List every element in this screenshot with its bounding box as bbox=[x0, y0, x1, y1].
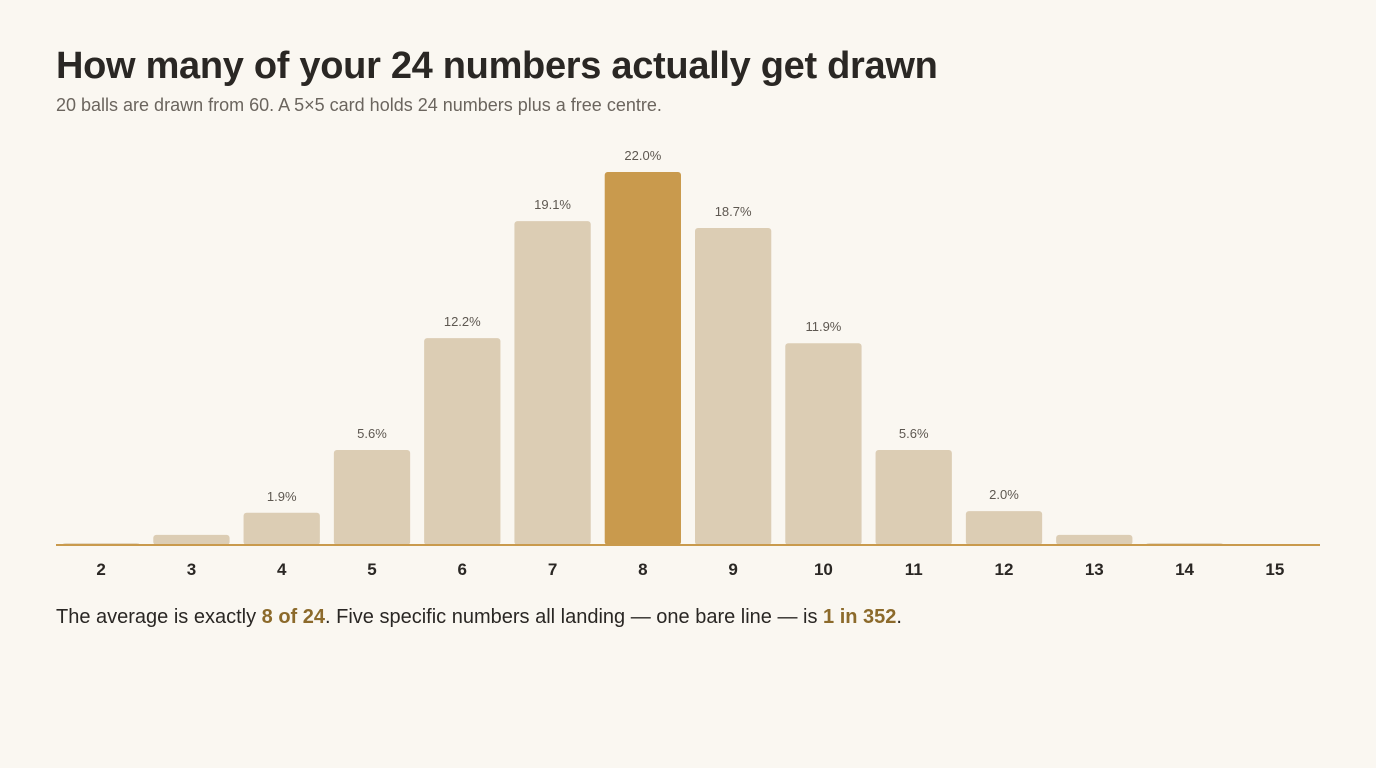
tick-label-9: 9 bbox=[728, 560, 737, 579]
footnote-highlight-average: 8 of 24 bbox=[261, 606, 326, 628]
bars-group bbox=[63, 172, 1223, 546]
value-label-7: 19.1% bbox=[534, 197, 571, 212]
tick-label-13: 13 bbox=[1085, 560, 1104, 579]
tick-label-15: 15 bbox=[1265, 560, 1284, 579]
chart-title: How many of your 24 numbers actually get… bbox=[56, 45, 938, 87]
bar-13 bbox=[1056, 534, 1133, 545]
tick-label-14: 14 bbox=[1175, 560, 1194, 579]
bar-8 bbox=[604, 172, 681, 545]
value-label-10: 11.9% bbox=[805, 319, 841, 334]
tick-label-3: 3 bbox=[187, 560, 196, 579]
value-label-4: 1.9% bbox=[267, 489, 297, 504]
footnote-highlight-odds: 1 in 352 bbox=[823, 606, 897, 628]
tick-label-6: 6 bbox=[458, 560, 467, 579]
bar-chart: 1.9% 5.6% 12.2% 19.1% 22.0% 18.7% 11.9% 5.6% 2.0… bbox=[56, 148, 1320, 579]
tick-label-5: 5 bbox=[367, 560, 376, 579]
footnote-text-1: The average is exactly bbox=[56, 606, 262, 628]
bar-12 bbox=[965, 511, 1043, 545]
tick-label-7: 7 bbox=[548, 560, 557, 579]
bar-6 bbox=[424, 338, 501, 545]
tick-label-2: 2 bbox=[96, 560, 105, 579]
value-labels-group: 1.9% 5.6% 12.2% 19.1% 22.0% 18.7% 11.9% 5.6% 2.0… bbox=[267, 148, 1019, 504]
value-label-5: 5.6% bbox=[357, 426, 387, 441]
tick-label-10: 10 bbox=[814, 560, 833, 579]
chart-subtitle: 20 balls are drawn from 60. A 5×5 card h… bbox=[56, 95, 662, 115]
value-label-6: 12.2% bbox=[444, 314, 481, 329]
bar-3 bbox=[153, 534, 230, 545]
bar-4 bbox=[243, 512, 320, 545]
tick-label-12: 12 bbox=[995, 560, 1014, 579]
bar-9 bbox=[695, 227, 772, 545]
bar-5 bbox=[333, 450, 411, 545]
footnote-text-2: . Five specific numbers all landing — on… bbox=[325, 606, 824, 628]
value-label-12: 2.0% bbox=[989, 487, 1019, 502]
footnote-text-3: . bbox=[896, 606, 902, 628]
tick-label-4: 4 bbox=[277, 560, 287, 579]
tick-label-11: 11 bbox=[905, 560, 923, 579]
value-label-8: 22.0% bbox=[624, 148, 661, 163]
x-axis-tick-labels: 2 3 4 5 6 7 8 9 10 11 12 13 14 15 bbox=[96, 560, 1284, 579]
footnote: The average is exactly 8 of 24. Five spe… bbox=[56, 605, 902, 629]
tick-label-8: 8 bbox=[638, 560, 647, 579]
value-label-11: 5.6% bbox=[899, 426, 929, 441]
bar-11 bbox=[875, 450, 952, 545]
bar-7 bbox=[514, 221, 591, 546]
bar-10 bbox=[785, 343, 862, 545]
value-label-9: 18.7% bbox=[715, 204, 752, 219]
